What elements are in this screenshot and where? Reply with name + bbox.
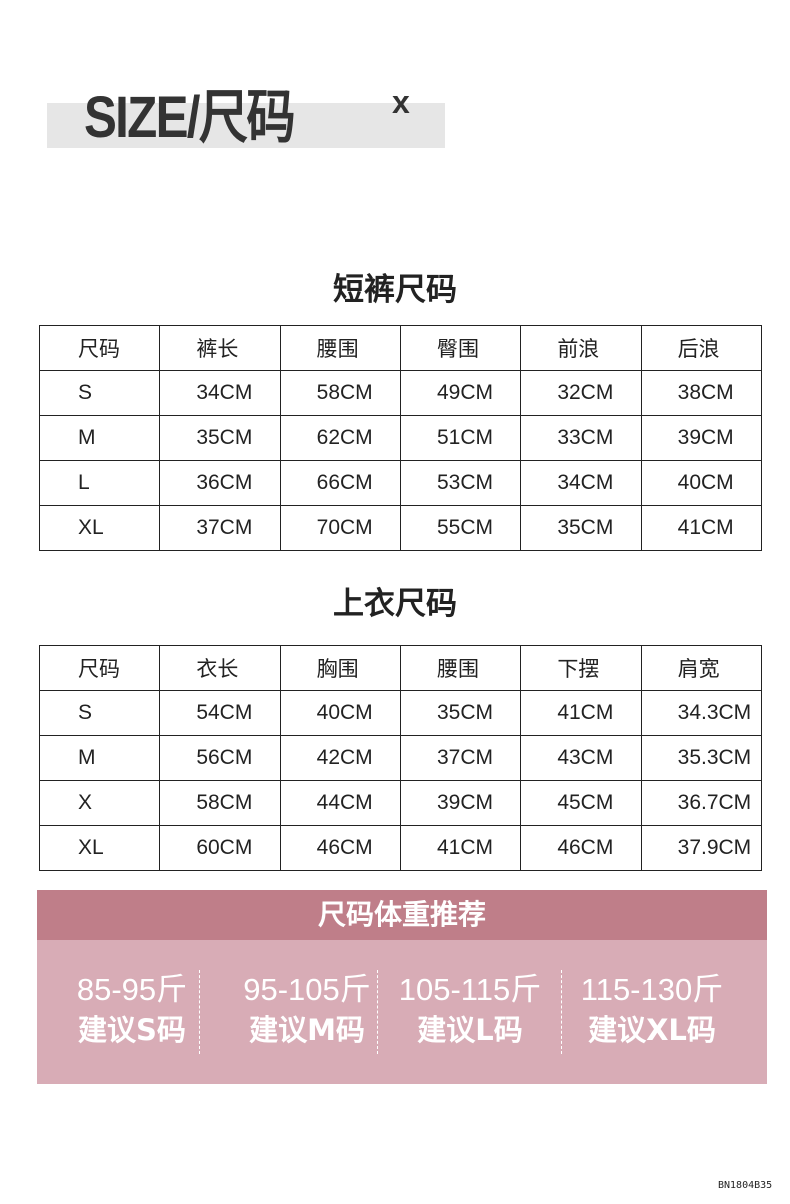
column-header: 后浪 bbox=[640, 325, 763, 371]
dashed-divider bbox=[561, 970, 562, 1054]
table-row: S 34CM 58CM 49CM 32CM 38CM bbox=[38, 370, 763, 416]
table-cell: 44CM bbox=[279, 780, 401, 826]
header-band bbox=[47, 103, 445, 148]
table-cell: 42CM bbox=[279, 735, 401, 781]
table-cell: 58CM bbox=[279, 370, 401, 416]
tops-title: 上衣尺码 bbox=[333, 586, 457, 622]
table-cell: 55CM bbox=[399, 505, 522, 551]
table-cell: 45CM bbox=[520, 780, 642, 826]
shorts-size-table: 尺码 裤长 腰围 臀围 前浪 后浪 S 34CM 58CM 49CM 32CM 38CM M 35CM 62… bbox=[38, 325, 763, 551]
table-cell: 51CM bbox=[399, 415, 522, 461]
weight-range: 85-95斤 bbox=[76, 972, 188, 1007]
table-cell: 54CM bbox=[159, 690, 281, 736]
table-cell: 34.3CM bbox=[640, 690, 763, 736]
suggested-size: 建议M码 bbox=[249, 1013, 365, 1047]
column-header: 下摆 bbox=[520, 645, 642, 691]
table-cell: 37.9CM bbox=[640, 825, 763, 871]
column-header: 衣长 bbox=[159, 645, 281, 691]
table-cell: 40CM bbox=[640, 460, 763, 506]
table-cell: L bbox=[38, 460, 161, 506]
table-cell: 38CM bbox=[640, 370, 763, 416]
weight-range: 115-130斤 bbox=[580, 972, 724, 1007]
table-cell: 32CM bbox=[520, 370, 642, 416]
close-mark: x bbox=[392, 84, 410, 120]
table-cell: 56CM bbox=[159, 735, 281, 781]
table-cell: M bbox=[38, 735, 161, 781]
table-cell: 39CM bbox=[640, 415, 763, 461]
table-cell: 40CM bbox=[279, 690, 401, 736]
table-cell: 58CM bbox=[159, 780, 281, 826]
suggested-size: 建议L码 bbox=[417, 1013, 523, 1047]
weight-range: 105-115斤 bbox=[398, 972, 542, 1007]
table-cell: M bbox=[38, 415, 161, 461]
suggested-size: 建议XL码 bbox=[588, 1013, 716, 1047]
dashed-divider bbox=[377, 970, 378, 1054]
table-cell: 37CM bbox=[159, 505, 281, 551]
table-cell: 39CM bbox=[399, 780, 522, 826]
table-cell: 70CM bbox=[279, 505, 401, 551]
table-cell: XL bbox=[38, 505, 161, 551]
table-cell: 60CM bbox=[159, 825, 281, 871]
table-cell: 35CM bbox=[159, 415, 281, 461]
table-row: M 35CM 62CM 51CM 33CM 39CM bbox=[38, 415, 763, 461]
table-cell: 35CM bbox=[520, 505, 642, 551]
table-cell: 53CM bbox=[399, 460, 522, 506]
table-row: X 58CM 44CM 39CM 45CM 36.7CM bbox=[38, 780, 763, 826]
tops-size-table: 尺码 衣长 胸围 腰围 下摆 肩宽 S 54CM 40CM 35CM 41CM 34.3CM M 56CM… bbox=[38, 645, 763, 871]
recommendation-row: 85-95斤 建议S码 95-105斤 建议M码 105-115斤 建议L码 115-130… bbox=[37, 970, 767, 1056]
table-cell: 33CM bbox=[520, 415, 642, 461]
table-row: XL 60CM 46CM 41CM 46CM 37.9CM bbox=[38, 825, 763, 871]
product-code: BN1804B35 bbox=[718, 1180, 773, 1191]
table-cell: 43CM bbox=[520, 735, 642, 781]
column-header: 胸围 bbox=[279, 645, 401, 691]
dashed-divider bbox=[199, 970, 200, 1054]
column-header: 肩宽 bbox=[640, 645, 763, 691]
table-cell: 34CM bbox=[159, 370, 281, 416]
recommendation-item: 115-130斤 建议XL码 bbox=[557, 970, 747, 1050]
table-cell: 46CM bbox=[520, 825, 642, 871]
table-row: XL 37CM 70CM 55CM 35CM 41CM bbox=[38, 505, 763, 551]
table-cell: XL bbox=[38, 825, 161, 871]
table-cell: 41CM bbox=[520, 690, 642, 736]
column-header: 臀围 bbox=[399, 325, 522, 371]
table-row: M 56CM 42CM 37CM 43CM 35.3CM bbox=[38, 735, 763, 781]
weight-recommendation: 尺码体重推荐 85-95斤 建议S码 95-105斤 建议M码 105-115斤 建议L码… bbox=[37, 890, 767, 1084]
table-cell: 62CM bbox=[279, 415, 401, 461]
column-header: 腰围 bbox=[399, 645, 522, 691]
table-row: S 54CM 40CM 35CM 41CM 34.3CM bbox=[38, 690, 763, 736]
table-row: L 36CM 66CM 53CM 34CM 40CM bbox=[38, 460, 763, 506]
page-title: SIZE/尺码 bbox=[84, 85, 296, 150]
column-header: 腰围 bbox=[279, 325, 401, 371]
table-header-row: 尺码 裤长 腰围 臀围 前浪 后浪 bbox=[38, 325, 763, 371]
column-header: 裤长 bbox=[159, 325, 281, 371]
table-cell: S bbox=[38, 690, 161, 736]
table-cell: 35.3CM bbox=[640, 735, 763, 781]
recommendation-title: 尺码体重推荐 bbox=[37, 890, 767, 940]
column-header: 前浪 bbox=[520, 325, 642, 371]
recommendation-item: 95-105斤 建议M码 bbox=[227, 970, 387, 1050]
table-cell: 37CM bbox=[399, 735, 522, 781]
table-cell: 41CM bbox=[399, 825, 522, 871]
table-header-row: 尺码 衣长 胸围 腰围 下摆 肩宽 bbox=[38, 645, 763, 691]
shorts-title: 短裤尺码 bbox=[333, 272, 457, 308]
table-cell: 49CM bbox=[399, 370, 522, 416]
table-cell: S bbox=[38, 370, 161, 416]
table-cell: X bbox=[38, 780, 161, 826]
recommendation-item: 105-115斤 建议L码 bbox=[395, 970, 545, 1050]
table-cell: 41CM bbox=[640, 505, 763, 551]
weight-range: 95-105斤 bbox=[243, 972, 371, 1007]
suggested-size: 建议S码 bbox=[78, 1013, 186, 1047]
table-cell: 36CM bbox=[159, 460, 281, 506]
table-cell: 36.7CM bbox=[640, 780, 763, 826]
table-cell: 46CM bbox=[279, 825, 401, 871]
column-header: 尺码 bbox=[38, 325, 161, 371]
table-cell: 35CM bbox=[399, 690, 522, 736]
table-cell: 66CM bbox=[279, 460, 401, 506]
recommendation-item: 85-95斤 建议S码 bbox=[57, 970, 207, 1050]
table-cell: 34CM bbox=[520, 460, 642, 506]
column-header: 尺码 bbox=[38, 645, 161, 691]
